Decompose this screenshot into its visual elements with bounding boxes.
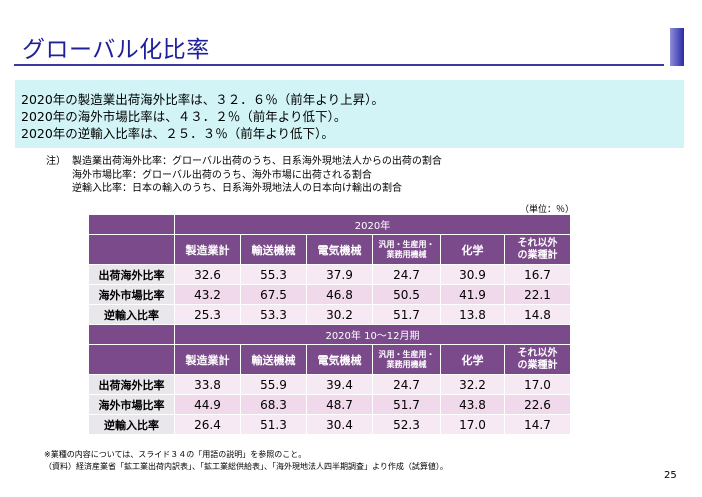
value-cell: 50.5 [372,284,441,305]
column-header-line: それ以外 [517,237,558,249]
value-cell: 26.4 [174,414,241,435]
table-row: 海外市場比率 44.9 68.3 48.7 51.7 43.8 22.6 [88,394,571,415]
title-underline [14,64,664,66]
notes-label: 注） [46,156,66,167]
table-row: 海外市場比率 43.2 67.5 46.8 50.5 41.9 22.1 [88,284,571,305]
ratio-table-2020: 2020年 製造業計 輸送機械 電気機械 汎用・生産用・ 業務用機械 化学 それ… [88,214,571,325]
value-cell: 30.4 [306,414,373,435]
note-line: 海外市場比率：グローバル出荷のうち、海外市場に出荷される割合 [72,169,372,181]
value-cell: 30.9 [440,264,505,285]
value-cell: 68.3 [240,394,307,415]
column-header: 汎用・生産用・ 業務用機械 [372,234,441,265]
value-cell: 44.9 [174,394,241,415]
row-label: 海外市場比率 [88,284,175,305]
value-cell: 22.1 [504,284,571,305]
source-footnote: ※業種の内容については、スライド３４の「用語の説明」を参照のこと。 （資料）経済… [44,449,448,473]
definition-notes: 注） 製造業出荷海外比率：グローバル出荷のうち、日系海外現地法人からの出荷の割合… [46,155,442,196]
period-header: 2020年 [174,214,571,235]
value-cell: 13.8 [440,304,505,325]
column-header-line: の業種計 [517,359,558,371]
period-header: 2020年 10～12月期 [174,324,571,345]
table-row: 出荷海外比率 33.8 55.9 39.4 24.7 32.2 17.0 [88,374,571,395]
column-header-line: それ以外 [517,347,558,359]
column-header: 電気機械 [306,234,373,265]
summary-box: 2020年の製造業出荷海外比率は、３２．６％（前年より上昇）。 2020年の海外… [15,80,684,148]
ratio-table-2020-q4: 2020年 10～12月期 製造業計 輸送機械 電気機械 汎用・生産用・ 業務用… [88,324,571,435]
column-header: 製造業計 [174,234,241,265]
column-header: 汎用・生産用・ 業務用機械 [372,344,441,375]
row-label: 逆輸入比率 [88,414,175,435]
title-accent-block [670,28,684,66]
column-header-line: の業種計 [517,249,558,261]
value-cell: 24.7 [372,264,441,285]
value-cell: 32.6 [174,264,241,285]
summary-line: 2020年の逆輸入比率は、２５．３％（前年より低下）。 [21,126,334,141]
value-cell: 51.3 [240,414,307,435]
value-cell: 55.9 [240,374,307,395]
value-cell: 17.0 [504,374,571,395]
value-cell: 14.7 [504,414,571,435]
row-label: 逆輸入比率 [88,304,175,325]
column-header: それ以外 の業種計 [504,344,571,375]
note-line: 製造業出荷海外比率：グローバル出荷のうち、日系海外現地法人からの出荷の割合 [72,156,442,167]
value-cell: 48.7 [306,394,373,415]
value-cell: 33.8 [174,374,241,395]
column-header: 化学 [440,344,505,375]
unit-label: （単位：％） [520,205,575,215]
note-line: 逆輸入比率：日本の輸入のうち、日系海外現地法人の日本向け輸出の割合 [72,183,402,194]
value-cell: 32.2 [440,374,505,395]
row-label: 出荷海外比率 [88,264,175,285]
page-number: 25 [664,470,677,481]
column-header: 輸送機械 [240,344,307,375]
value-cell: 53.3 [240,304,307,325]
column-header: 輸送機械 [240,234,307,265]
page-title: グローバル化比率 [22,37,210,63]
column-header: 製造業計 [174,344,241,375]
summary-line: 2020年の海外市場比率は、４３．２％（前年より低下）。 [21,109,347,124]
footnote-line: （資料）経済産業省「鉱工業出荷内訳表」、「鉱工業総供給表」、「海外現地法人四半期… [44,462,448,471]
value-cell: 43.8 [440,394,505,415]
value-cell: 24.7 [372,374,441,395]
value-cell: 17.0 [440,414,505,435]
table-row: 逆輸入比率 25.3 53.3 30.2 51.7 13.8 14.8 [88,304,571,325]
value-cell: 39.4 [306,374,373,395]
footnote-line: ※業種の内容については、スライド３４の「用語の説明」を参照のこと。 [44,450,307,459]
value-cell: 25.3 [174,304,241,325]
column-header: 電気機械 [306,344,373,375]
column-header: それ以外 の業種計 [504,234,571,265]
summary-line: 2020年の製造業出荷海外比率は、３２．６％（前年より上昇）。 [21,92,384,107]
column-header-line: 業務用機械 [386,359,427,369]
value-cell: 51.7 [372,304,441,325]
title-bar: グローバル化比率 [14,24,686,71]
column-header: 化学 [440,234,505,265]
value-cell: 46.8 [306,284,373,305]
column-header-line: 汎用・生産用・ [378,349,435,359]
value-cell: 55.3 [240,264,307,285]
row-label: 海外市場比率 [88,394,175,415]
column-header-line: 業務用機械 [386,249,427,259]
value-cell: 43.2 [174,284,241,305]
value-cell: 51.7 [372,394,441,415]
table-row: 出荷海外比率 32.6 55.3 37.9 24.7 30.9 16.7 [88,264,571,285]
value-cell: 67.5 [240,284,307,305]
column-header-line: 汎用・生産用・ [378,239,435,249]
value-cell: 14.8 [504,304,571,325]
table-row: 逆輸入比率 26.4 51.3 30.4 52.3 17.0 14.7 [88,414,571,435]
row-label: 出荷海外比率 [88,374,175,395]
value-cell: 41.9 [440,284,505,305]
value-cell: 37.9 [306,264,373,285]
value-cell: 16.7 [504,264,571,285]
value-cell: 30.2 [306,304,373,325]
value-cell: 22.6 [504,394,571,415]
value-cell: 52.3 [372,414,441,435]
